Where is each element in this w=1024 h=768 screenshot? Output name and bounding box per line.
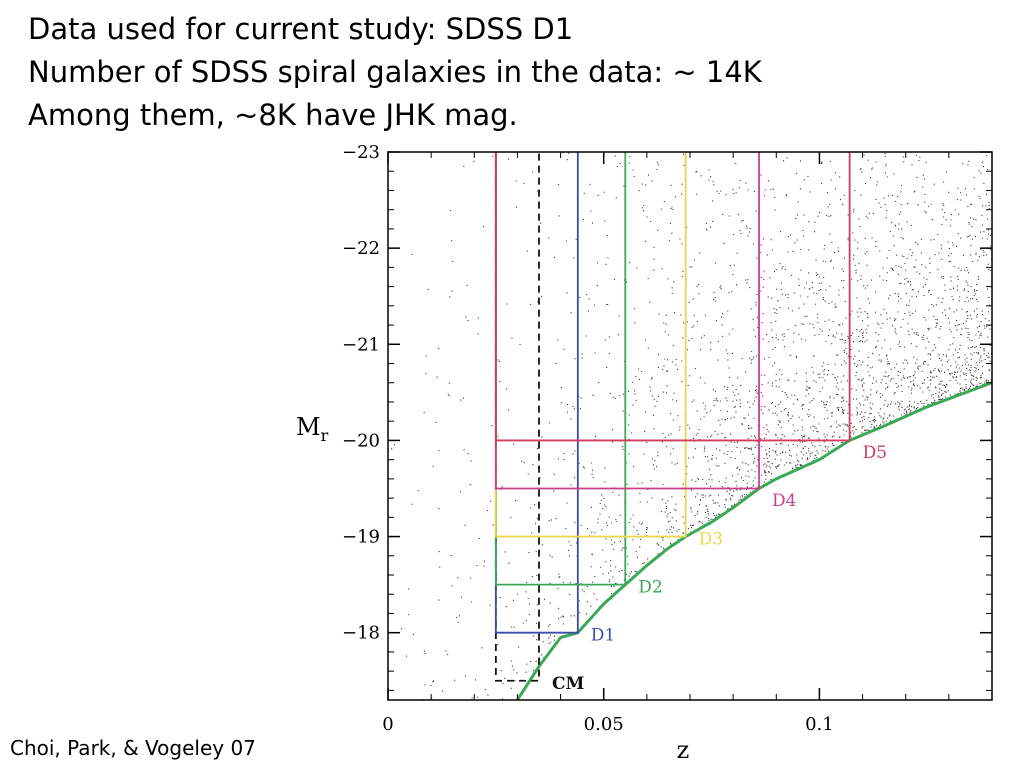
- x-axis-title: z: [677, 736, 690, 764]
- sample-box-d3: [494, 152, 687, 538]
- sample-label-d1: D1: [591, 626, 615, 646]
- axis-ticks: 0 0.05 0.1 −18 −19 −20 −21 −22 −23: [342, 142, 993, 735]
- sample-box-d5: [494, 152, 851, 442]
- galaxy-points: [391, 152, 992, 700]
- excluded-region: [517, 382, 992, 700]
- sample-label-cm: CM: [552, 674, 585, 694]
- sample-box-d2: [494, 152, 627, 586]
- sample-label-d2: D2: [638, 578, 662, 598]
- heading-line-2: Number of SDSS spiral galaxies in the da…: [28, 55, 762, 89]
- x-tick-label: 0.05: [584, 714, 624, 735]
- galaxy-scatter: [391, 152, 992, 700]
- y-tick-label: −19: [342, 527, 380, 548]
- y-tick-label: −20: [342, 430, 380, 451]
- sample-labels: CM D1 D2 D3 D4 D5: [552, 443, 887, 694]
- sample-label-d5: D5: [863, 443, 887, 463]
- sample-boxes: [494, 152, 992, 700]
- y-tick-label: −21: [342, 334, 380, 355]
- y-tick-label: −22: [342, 238, 380, 259]
- y-axis-title: Mr: [296, 413, 329, 445]
- sample-label-d3: D3: [699, 530, 723, 550]
- sample-box-d4: [494, 152, 760, 490]
- citation: Choi, Park, & Vogeley 07: [10, 736, 256, 760]
- sample-box-d1: [494, 152, 579, 634]
- slide-heading: Data used for current study: SDSS D1 Num…: [28, 8, 762, 137]
- heading-line-3: Among them, ~8K have JHK mag.: [28, 98, 518, 132]
- heading-line-1: Data used for current study: SDSS D1: [28, 12, 574, 46]
- y-tick-label: −18: [342, 623, 380, 644]
- x-tick-label: 0: [382, 714, 393, 735]
- sample-box-cm: [494, 152, 540, 682]
- x-tick-label: 0.1: [805, 714, 834, 735]
- sample-label-d4: D4: [772, 491, 796, 511]
- y-tick-label: −23: [342, 142, 380, 163]
